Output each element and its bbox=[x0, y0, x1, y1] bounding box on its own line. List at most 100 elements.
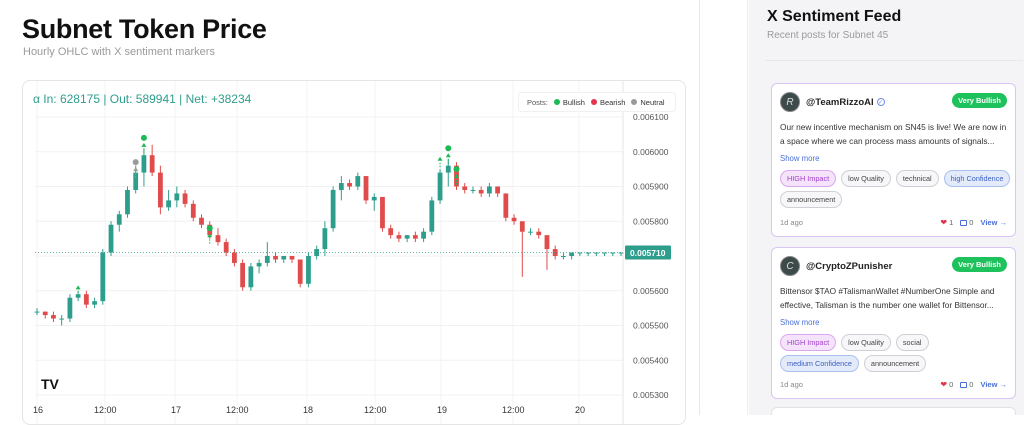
candle-body bbox=[429, 200, 435, 232]
show-more-link[interactable]: Show more bbox=[780, 154, 820, 163]
time-tick-label: 12:00 bbox=[502, 405, 525, 415]
candle-body bbox=[141, 155, 147, 173]
candle-body bbox=[396, 235, 402, 239]
time-tick-label: 12:00 bbox=[94, 405, 117, 415]
candle-body bbox=[232, 252, 237, 263]
time-tick-label: 17 bbox=[171, 405, 181, 415]
candle-body bbox=[116, 214, 122, 225]
tag-type: announcement bbox=[863, 355, 927, 372]
avatar[interactable]: C bbox=[780, 256, 800, 276]
panel-gutter bbox=[700, 0, 748, 415]
candle-body bbox=[75, 294, 81, 298]
candle-body bbox=[182, 193, 188, 204]
feed-subtitle: Recent posts for Subnet 45 bbox=[767, 30, 889, 41]
candle-body bbox=[404, 235, 410, 239]
candle-body bbox=[503, 193, 509, 218]
candle-body bbox=[495, 186, 501, 194]
tradingview-logo-icon: TV bbox=[41, 376, 60, 392]
feed-post[interactable]: C @CryptoZPunisher Very Bullish Bittenso… bbox=[771, 247, 1016, 399]
tag-confidence: medium Confidence bbox=[780, 355, 859, 372]
sentiment-marker-bullish bbox=[206, 225, 213, 232]
legend-label: Posts: bbox=[527, 97, 548, 107]
feed-list[interactable]: R @TeamRizzoAI ✓ Very Bullish Our new in… bbox=[765, 60, 1023, 415]
candle-body bbox=[610, 252, 616, 254]
candle-body bbox=[248, 266, 254, 288]
candle-body bbox=[511, 217, 517, 222]
candle-body bbox=[412, 235, 418, 239]
candle-body bbox=[462, 186, 468, 190]
candle-body bbox=[92, 301, 97, 305]
candle-body bbox=[264, 256, 270, 263]
candle-body bbox=[149, 155, 155, 173]
bullish-arrow-icon bbox=[133, 167, 139, 172]
show-more-link[interactable]: Show more bbox=[780, 318, 820, 327]
bullish-arrow-icon bbox=[437, 156, 443, 161]
price-tick-label: 0.005500 bbox=[633, 321, 669, 331]
candle-body bbox=[380, 196, 385, 229]
candle-body bbox=[34, 311, 40, 313]
post-handle[interactable]: @CryptoZPunisher bbox=[806, 260, 893, 272]
chart-panel: Subnet Token Price Hourly OHLC with X se… bbox=[22, 0, 700, 425]
price-tick-label: 0.006100 bbox=[633, 112, 669, 122]
candle-body bbox=[388, 228, 394, 236]
candle-body bbox=[470, 189, 476, 191]
candle-body bbox=[618, 252, 624, 254]
tag-type: announcement bbox=[780, 191, 843, 208]
candle-body bbox=[445, 165, 451, 173]
tag-category: technical bbox=[895, 170, 939, 187]
legend-item-neutral: Neutral bbox=[631, 98, 665, 107]
candle-body bbox=[347, 183, 352, 187]
time-tick-label: 19 bbox=[437, 405, 447, 415]
time-tick-label: 16 bbox=[33, 405, 43, 415]
time-tick-label: 12:00 bbox=[364, 405, 387, 415]
sentiment-marker-neutral bbox=[132, 159, 139, 166]
candle-body bbox=[59, 318, 65, 320]
price-tick-label: 0.005800 bbox=[633, 216, 669, 226]
page-subtitle: Hourly OHLC with X sentiment markers bbox=[23, 46, 215, 58]
candle-body bbox=[363, 176, 369, 201]
candle-body bbox=[100, 252, 106, 302]
page-title: Subnet Token Price bbox=[22, 14, 267, 44]
candle-body bbox=[42, 311, 48, 316]
alpha-flow-stats: α In: 628175 | Out: 589941 | Net: +38234 bbox=[33, 92, 252, 106]
legend-item-bullish: Bullish bbox=[553, 98, 585, 107]
tag-confidence: high Confidence bbox=[943, 170, 1011, 187]
post-text: Bittensor $TAO #TalismanWallet #NumberOn… bbox=[780, 286, 995, 310]
candle-body bbox=[577, 252, 583, 254]
candlestick-chart-canvas[interactable]: 0.0061000.0060000.0059000.0058000.005700… bbox=[23, 81, 686, 425]
sentiment-marker-bullish bbox=[453, 166, 460, 173]
candle-body bbox=[569, 252, 575, 256]
view-post-link[interactable]: View → bbox=[980, 380, 1007, 389]
candle-body bbox=[51, 315, 56, 319]
bullish-arrow-icon bbox=[75, 285, 81, 290]
tag-quality: low Quality bbox=[841, 334, 891, 351]
candle-body bbox=[215, 235, 221, 243]
sentiment-marker-bullish bbox=[445, 145, 452, 152]
candle-body bbox=[281, 256, 287, 260]
feed-post[interactable]: R @TeamRizzoAI ✓ Very Bullish Our new in… bbox=[771, 83, 1016, 237]
feed-post-partial[interactable] bbox=[771, 407, 1016, 415]
tag-category: social bbox=[895, 334, 929, 351]
bullish-arrow-icon bbox=[453, 174, 459, 179]
post-tags: HIGH Impact low Quality technical high C… bbox=[780, 170, 1012, 208]
view-post-link[interactable]: View → bbox=[980, 218, 1007, 227]
candle-body bbox=[593, 252, 599, 254]
time-tick-label: 20 bbox=[575, 405, 585, 415]
candle-body bbox=[519, 221, 525, 232]
price-tick-label: 0.006000 bbox=[633, 147, 669, 157]
candle-body bbox=[133, 172, 139, 190]
post-tags: HIGH Impact low Quality social medium Co… bbox=[780, 334, 1012, 372]
candle-body bbox=[125, 189, 130, 215]
post-handle[interactable]: @TeamRizzoAI bbox=[806, 96, 874, 108]
candle-body bbox=[322, 228, 328, 250]
verified-icon: ✓ bbox=[876, 98, 885, 106]
comment-icon bbox=[960, 381, 968, 388]
candle-body bbox=[157, 172, 163, 208]
feed-title: X Sentiment Feed bbox=[767, 8, 902, 25]
candle-body bbox=[585, 252, 591, 254]
comment-icon bbox=[960, 219, 968, 226]
avatar[interactable]: R bbox=[780, 92, 800, 112]
sentiment-marker-bullish bbox=[140, 134, 147, 141]
last-price-label: 0.005710 bbox=[630, 248, 666, 258]
price-chart[interactable]: 0.0061000.0060000.0059000.0058000.005700… bbox=[22, 80, 686, 425]
